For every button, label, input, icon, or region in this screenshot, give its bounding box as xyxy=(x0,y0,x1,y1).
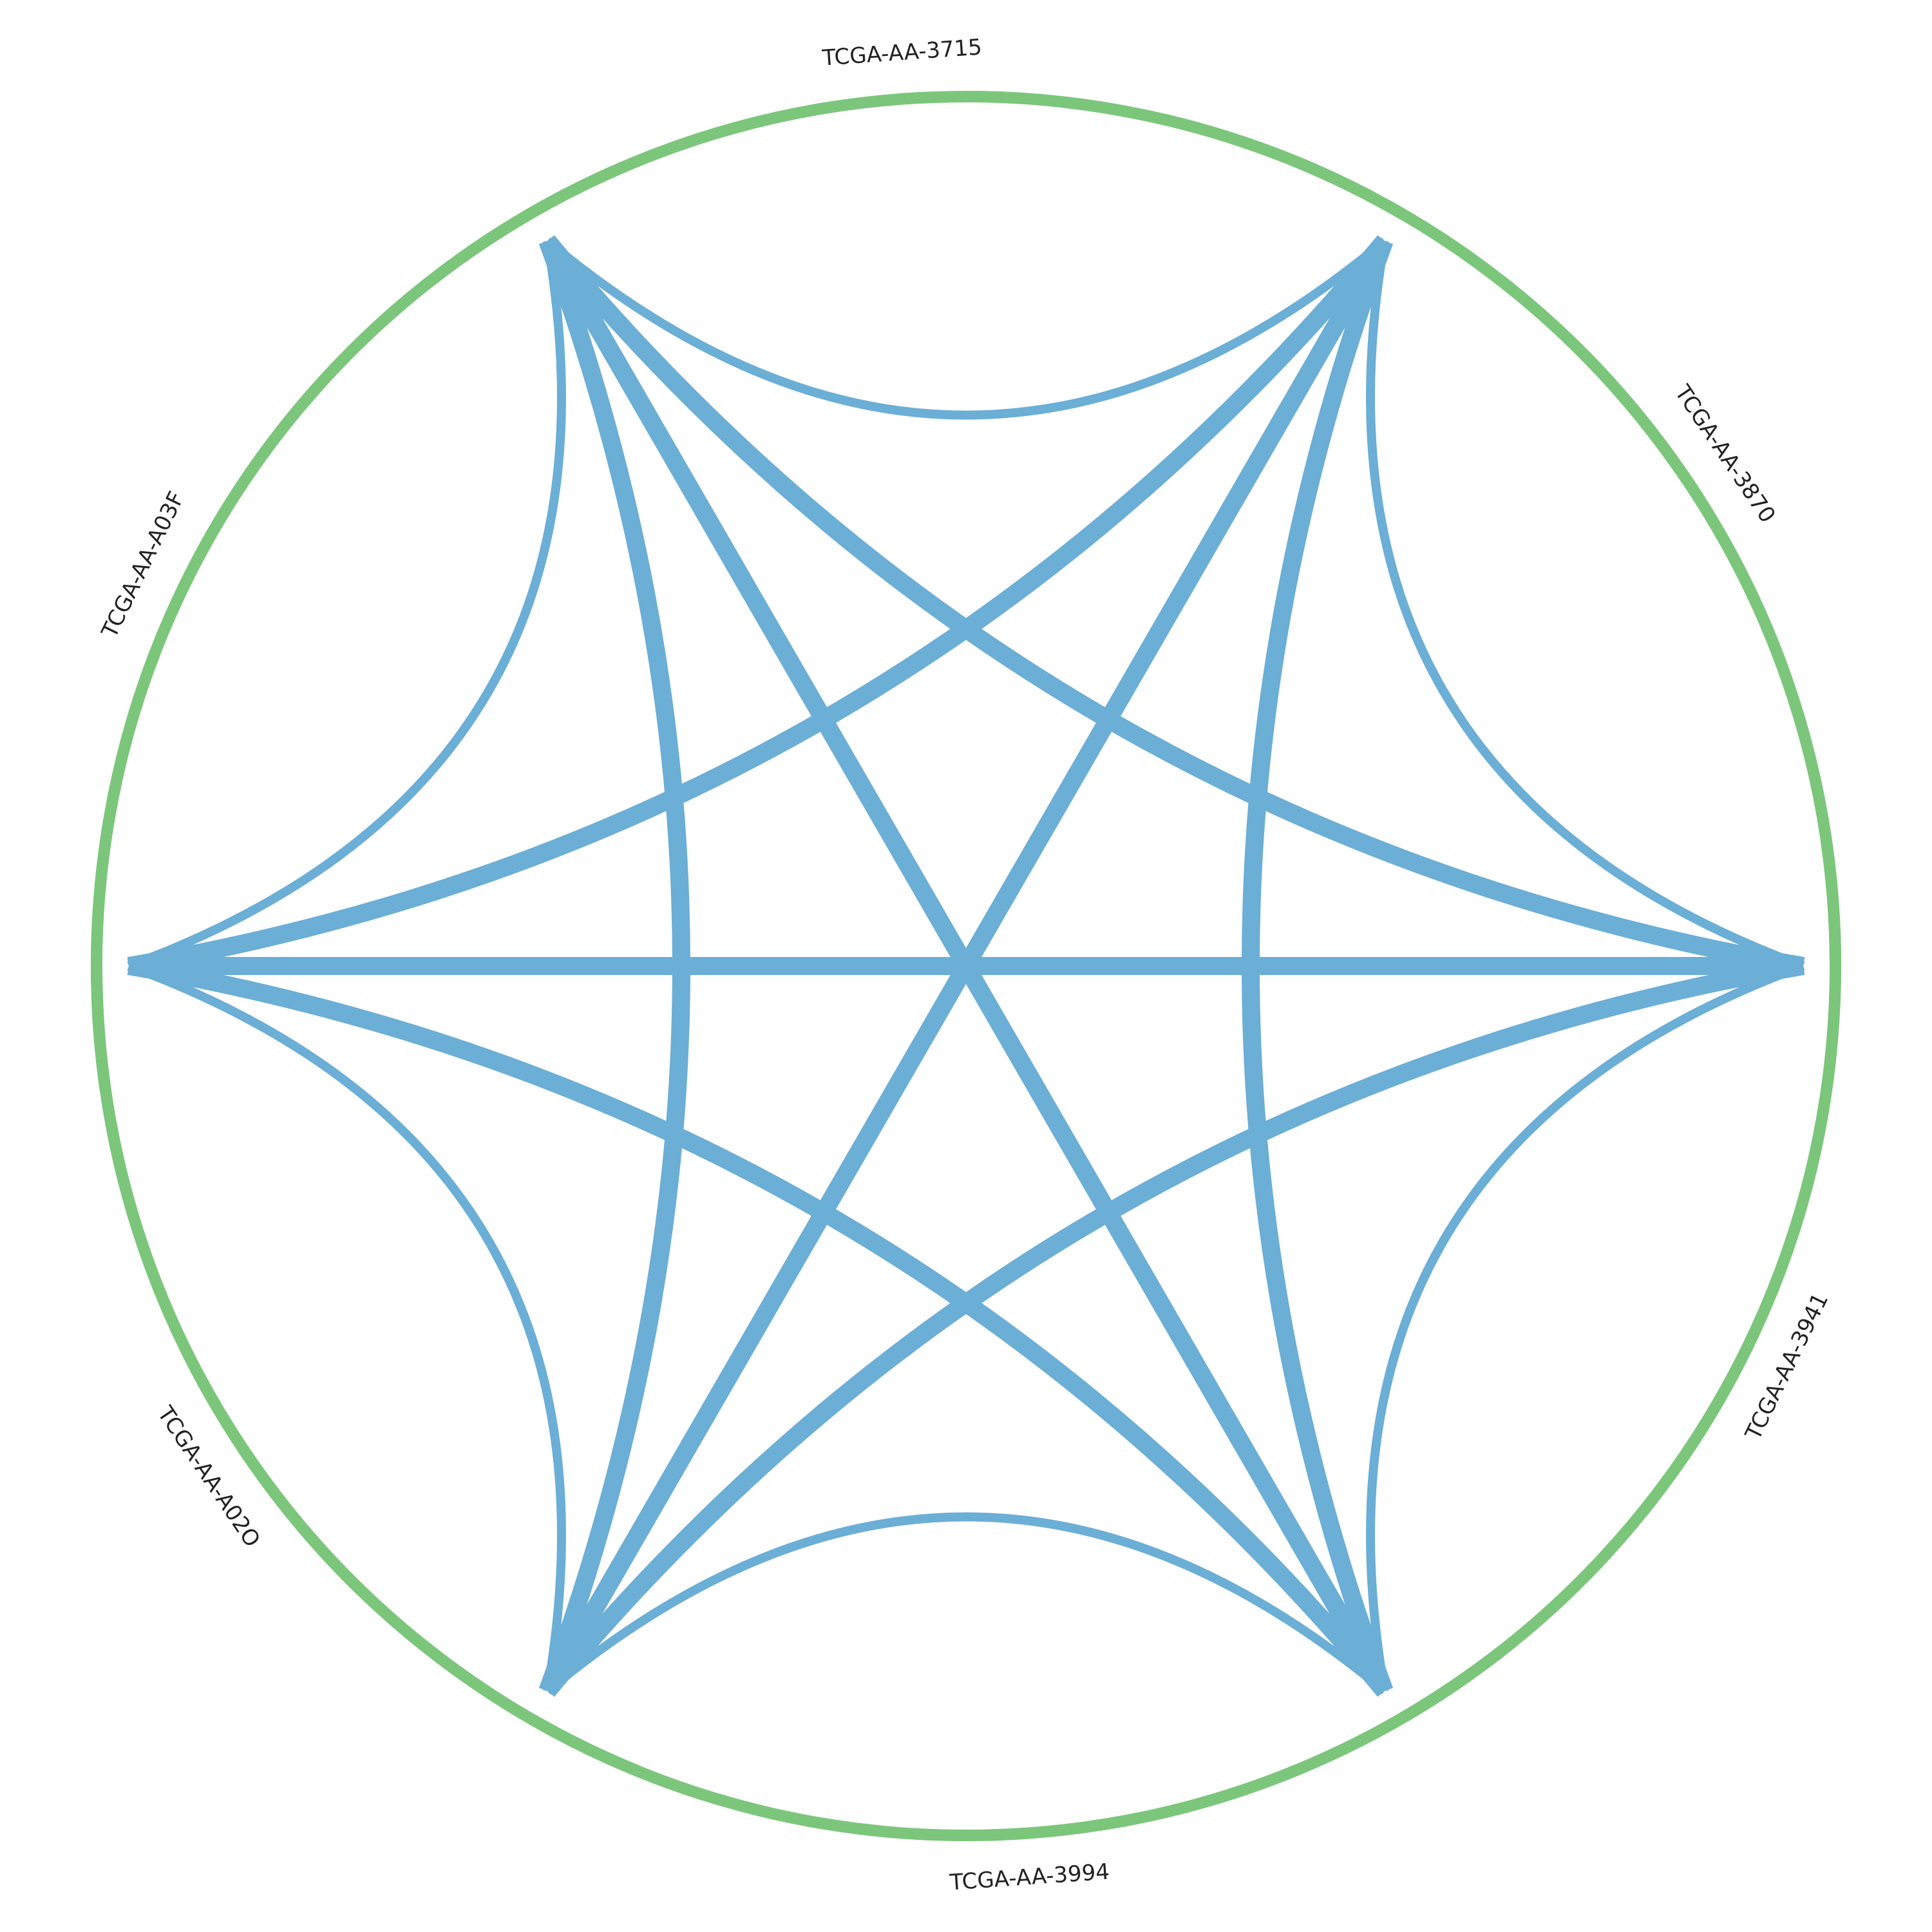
segment-arc-tcga-aa-3870 xyxy=(1289,154,1841,967)
chord-tcga-aa-3715-to-tcga-aa-a03f xyxy=(127,240,566,971)
segment-label-tcga-aa-3994: TCGA-AA-3994 xyxy=(949,1859,1111,1895)
chord-tcga-aa-3941-to-tcga-aa-a02o xyxy=(540,957,1805,1697)
segment-label-tcga-aa-a03f: TCGA-AA-A03F xyxy=(97,488,190,643)
chord-tcga-aa-3994-to-tcga-aa-a03f xyxy=(127,957,1392,1697)
segment-arcs xyxy=(91,91,1841,1841)
segment-arc-tcga-aa-a02o xyxy=(91,965,643,1778)
segment-label-tcga-aa-3715: TCGA-AA-3715 xyxy=(821,34,983,71)
segment-arc-tcga-aa-a03f xyxy=(91,208,535,1088)
segment-label-tcga-aa-3870: TCGA-AA-3870 xyxy=(1669,380,1781,527)
segment-label-tcga-aa-3941: TCGA-AA-3941 xyxy=(1740,1289,1833,1444)
chord-ribbons xyxy=(127,235,1805,1697)
segment-arc-tcga-aa-3715 xyxy=(427,91,1404,286)
chord-tcga-aa-3994-to-tcga-aa-a02o xyxy=(544,1512,1388,1695)
chord-tcga-aa-3870-to-tcga-aa-a03f xyxy=(127,235,1392,975)
segment-arc-tcga-aa-3994 xyxy=(528,1646,1505,1841)
chord-tcga-aa-a02o-to-tcga-aa-a03f xyxy=(127,961,566,1692)
segment-label-tcga-aa-a02o: TCGA-AA-A02O xyxy=(152,1401,265,1552)
segment-arc-tcga-aa-3941 xyxy=(1397,844,1841,1724)
chord-tcga-aa-3715-to-tcga-aa-3870 xyxy=(544,237,1388,420)
chord-tcga-aa-3941-to-tcga-aa-3994 xyxy=(1366,961,1805,1692)
chord-tcga-aa-3870-to-tcga-aa-3941 xyxy=(1366,240,1805,971)
